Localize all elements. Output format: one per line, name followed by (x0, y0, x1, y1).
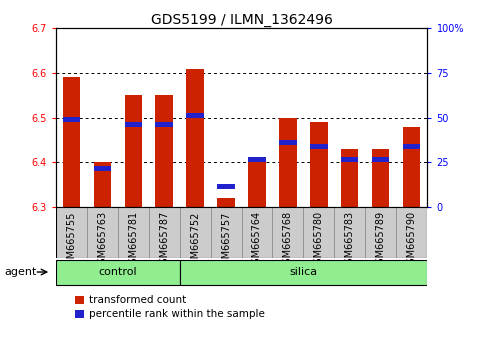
Title: GDS5199 / ILMN_1362496: GDS5199 / ILMN_1362496 (151, 13, 332, 27)
Bar (94, 166, 111, 171)
Bar (86, 207, 117, 258)
Text: GSM665783: GSM665783 (345, 211, 355, 270)
Text: control: control (98, 267, 137, 277)
Bar (217, 198, 235, 207)
Bar (403, 127, 421, 207)
Bar (56, 260, 180, 285)
Bar (341, 149, 358, 207)
Bar (62, 117, 80, 122)
Bar (180, 207, 211, 258)
Bar (311, 144, 327, 149)
Text: GSM665790: GSM665790 (407, 211, 417, 270)
Bar (156, 122, 172, 127)
Bar (156, 95, 172, 207)
Text: GSM665780: GSM665780 (314, 211, 324, 270)
Text: GSM665787: GSM665787 (159, 211, 169, 270)
Bar (94, 162, 111, 207)
Bar (149, 207, 180, 258)
Text: GSM665789: GSM665789 (376, 211, 386, 270)
Bar (125, 122, 142, 127)
Bar (397, 207, 427, 258)
Bar (272, 207, 303, 258)
Bar (341, 158, 358, 162)
Bar (117, 207, 149, 258)
Bar (62, 78, 80, 207)
Bar (217, 184, 235, 189)
Text: silica: silica (289, 267, 317, 277)
Bar (372, 149, 389, 207)
Text: GSM665768: GSM665768 (283, 211, 293, 270)
Bar (334, 207, 366, 258)
Text: GSM665763: GSM665763 (97, 211, 107, 270)
Bar (125, 95, 142, 207)
Bar (56, 207, 86, 258)
Text: GSM665752: GSM665752 (190, 211, 200, 270)
Text: GSM665757: GSM665757 (221, 211, 231, 270)
Bar (311, 122, 327, 207)
Bar (280, 118, 297, 207)
Bar (403, 144, 421, 149)
Text: agent: agent (4, 267, 37, 277)
Text: GSM665755: GSM665755 (66, 211, 76, 270)
Bar (248, 158, 266, 162)
Bar (211, 207, 242, 258)
Bar (372, 158, 389, 162)
Bar (186, 69, 203, 207)
Bar (280, 139, 297, 144)
Text: GSM665781: GSM665781 (128, 211, 138, 270)
Bar (186, 113, 203, 118)
Legend: transformed count, percentile rank within the sample: transformed count, percentile rank withi… (74, 295, 265, 319)
Bar (366, 207, 397, 258)
Text: GSM665764: GSM665764 (252, 211, 262, 270)
Bar (248, 158, 266, 207)
Bar (303, 207, 334, 258)
Bar (242, 207, 272, 258)
Bar (180, 260, 427, 285)
